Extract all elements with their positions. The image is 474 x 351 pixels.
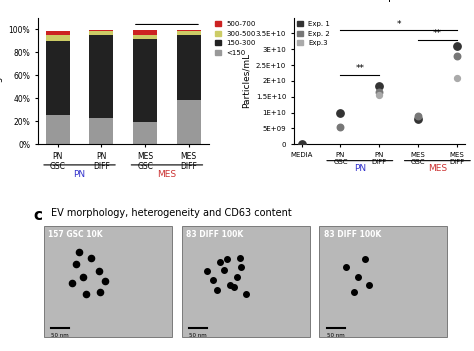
Point [414, 113, 422, 119]
Point [414, 116, 422, 122]
Point [337, 124, 344, 130]
Point [233, 274, 241, 280]
Text: **: ** [433, 29, 442, 39]
Point [226, 282, 234, 287]
Bar [177, 31, 201, 35]
Bar [46, 41, 70, 115]
Point [375, 89, 383, 95]
Point [375, 83, 383, 88]
Text: MES: MES [157, 170, 176, 179]
Bar [46, 35, 70, 41]
Text: 50 nm: 50 nm [189, 333, 206, 338]
Point [80, 274, 87, 280]
Point [237, 264, 245, 270]
FancyBboxPatch shape [44, 226, 172, 337]
Text: b: b [246, 0, 257, 2]
Text: a: a [0, 0, 11, 2]
Point [361, 257, 369, 262]
FancyBboxPatch shape [319, 226, 447, 337]
Text: EV output: EV output [354, 0, 405, 2]
Text: 50 nm: 50 nm [51, 333, 68, 338]
Bar [133, 122, 157, 144]
Text: 83 DIFF 100K: 83 DIFF 100K [324, 230, 381, 239]
Y-axis label: Particles/mL: Particles/mL [241, 53, 250, 108]
Point [87, 255, 94, 261]
Text: *: * [396, 20, 401, 29]
Point [220, 267, 228, 272]
Bar [46, 31, 70, 35]
Text: 157 GSC 10K: 157 GSC 10K [48, 230, 102, 239]
Point [213, 287, 221, 293]
Point [82, 291, 90, 297]
Text: c: c [34, 207, 43, 223]
Text: 83 DIFF 100K: 83 DIFF 100K [186, 230, 243, 239]
Point [101, 278, 109, 284]
Text: EV size distribution: EV size distribution [53, 0, 153, 2]
Point [73, 262, 80, 267]
Bar [177, 100, 201, 144]
Point [343, 264, 350, 270]
Point [354, 274, 362, 280]
Bar [177, 35, 201, 100]
Bar [133, 39, 157, 122]
Bar [90, 31, 113, 35]
FancyBboxPatch shape [182, 226, 310, 337]
Text: PN: PN [354, 164, 366, 173]
Bar [90, 118, 113, 144]
Point [209, 277, 217, 283]
Text: EV morphology, heterogeneity and CD63 content: EV morphology, heterogeneity and CD63 co… [51, 207, 292, 218]
Bar [177, 30, 201, 31]
Point [453, 43, 461, 49]
Point [337, 110, 344, 115]
Bar [90, 30, 113, 31]
Bar [46, 115, 70, 144]
Point [95, 268, 103, 274]
Point [298, 141, 305, 146]
Point [216, 259, 224, 265]
Point [68, 281, 76, 286]
Point [230, 284, 238, 290]
Bar [133, 35, 157, 39]
Point [453, 53, 461, 58]
Text: **: ** [356, 64, 365, 73]
Y-axis label: Percentage of EVs: Percentage of EVs [0, 40, 3, 122]
Point [223, 257, 231, 262]
Bar [133, 30, 157, 35]
Text: 50 nm: 50 nm [327, 333, 344, 338]
Point [242, 291, 249, 297]
Text: *: * [175, 0, 181, 5]
Text: MES: MES [428, 164, 447, 173]
Point [203, 268, 211, 274]
Point [350, 290, 357, 295]
Point [75, 249, 83, 254]
Point [375, 92, 383, 98]
Legend: Exp. 1, Exp. 2, Exp.3: Exp. 1, Exp. 2, Exp.3 [297, 21, 330, 46]
Point [97, 290, 104, 295]
Point [365, 282, 373, 287]
Point [453, 75, 461, 80]
Text: PN: PN [73, 170, 86, 179]
Point [236, 255, 244, 261]
Legend: 500-700, 300-500, 150-300, <150: 500-700, 300-500, 150-300, <150 [216, 21, 256, 56]
Bar [90, 35, 113, 118]
